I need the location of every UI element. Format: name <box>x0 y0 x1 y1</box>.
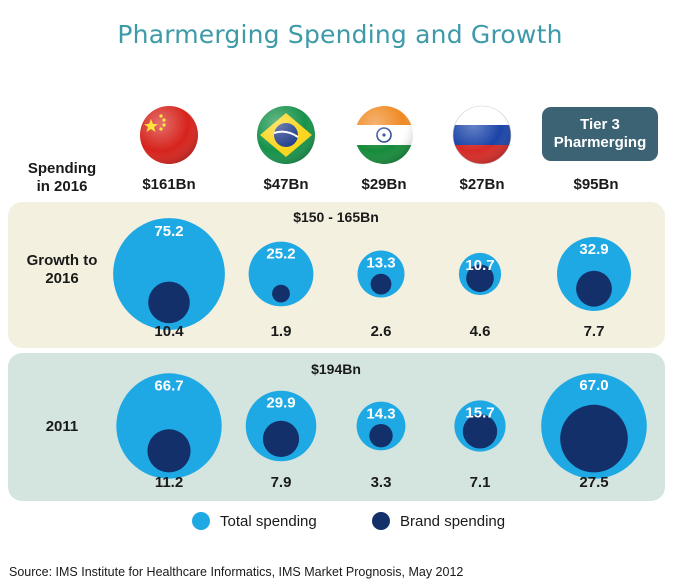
total-label-growth-brazil: 25.2 <box>266 246 295 263</box>
brand-label-year2011-tier3: 27.5 <box>579 474 608 491</box>
brand-label-year2011-india: 3.3 <box>371 474 392 491</box>
brand-bubble-year2011-russia <box>462 414 498 449</box>
brand-bubble-year2011-china <box>147 429 191 473</box>
growth-row-label: Growth to 2016 <box>12 252 112 288</box>
brazil-flag-icon <box>257 106 315 164</box>
total-label-year2011-russia: 15.7 <box>465 404 494 421</box>
total-label-year2011-tier3: 67.0 <box>579 377 608 394</box>
brand-label-growth-tier3: 7.7 <box>584 323 605 340</box>
total-bubble-year2011-china <box>116 373 222 479</box>
total-label-growth-india: 13.3 <box>366 255 395 272</box>
chart-title: Pharmerging Spending and Growth <box>117 20 563 49</box>
brand-bubble-year2011-tier3 <box>560 404 628 473</box>
spending-value-india: $29Bn <box>361 176 407 193</box>
brand-bubble-growth-russia <box>466 264 494 293</box>
spending-row-label: Spending in 2016 <box>12 160 112 196</box>
spending-value-tier3: $95Bn <box>573 176 619 193</box>
legend-brand-label: Brand spending <box>400 512 506 530</box>
spending-row-label-line1: Spending <box>27 160 97 177</box>
india-flag-icon <box>355 106 413 164</box>
brand-bubble-growth-brazil <box>272 284 290 303</box>
growth-band-total: $150 - 165Bn <box>293 209 379 225</box>
total-bubble-growth-china <box>113 218 225 330</box>
brand-bubble-growth-tier3 <box>576 270 612 307</box>
tier3-badge: Tier 3 Pharmerging <box>542 107 658 161</box>
spending-row-label-line2: in 2016 <box>36 178 88 195</box>
legend-brand: Brand spending <box>372 512 505 530</box>
legend-brand-swatch <box>372 512 390 530</box>
total-label-growth-china: 75.2 <box>154 223 183 240</box>
total-label-year2011-india: 14.3 <box>366 406 395 423</box>
brand-bubble-year2011-india <box>369 424 393 448</box>
brand-label-year2011-china: 11.2 <box>155 474 183 491</box>
total-label-growth-russia: 10.7 <box>465 257 494 274</box>
year2011-band-total: $194Bn <box>311 361 361 377</box>
spending-value-china: $161Bn <box>142 176 196 193</box>
spending-value-brazil: $47Bn <box>263 176 309 193</box>
legend-total-label: Total spending <box>220 512 317 530</box>
russia-flag-icon <box>452 105 512 165</box>
brand-label-growth-brazil: 1.9 <box>271 323 292 340</box>
total-bubble-growth-brazil <box>248 241 314 307</box>
growth-row-label-line1: Growth to <box>26 252 98 269</box>
brand-bubble-growth-india <box>370 273 392 295</box>
brand-label-growth-china: 10.4 <box>154 323 184 340</box>
brand-label-year2011-russia: 7.1 <box>470 474 491 491</box>
legend-total: Total spending <box>192 512 317 530</box>
spending-value-russia: $27Bn <box>459 176 505 193</box>
legend-total-swatch <box>192 512 210 530</box>
total-label-growth-tier3: 32.9 <box>579 241 608 258</box>
brand-bubble-growth-china <box>148 281 190 324</box>
tier3-badge-line2: Pharmerging <box>553 134 647 151</box>
tier3-badge-line1: Tier 3 <box>580 116 620 133</box>
china-flag-icon <box>140 106 198 164</box>
year2011-row-label: 2011 <box>45 418 79 435</box>
source-note: Source: IMS Institute for Healthcare Inf… <box>9 565 464 579</box>
brand-label-growth-india: 2.6 <box>371 323 392 340</box>
brand-label-growth-russia: 4.6 <box>470 323 491 340</box>
brand-bubble-year2011-brazil <box>262 420 300 457</box>
brand-label-year2011-brazil: 7.9 <box>271 474 292 491</box>
total-label-year2011-china: 66.7 <box>154 377 183 394</box>
total-label-year2011-brazil: 29.9 <box>266 395 295 412</box>
growth-row-label-line2: 2016 <box>45 270 79 287</box>
